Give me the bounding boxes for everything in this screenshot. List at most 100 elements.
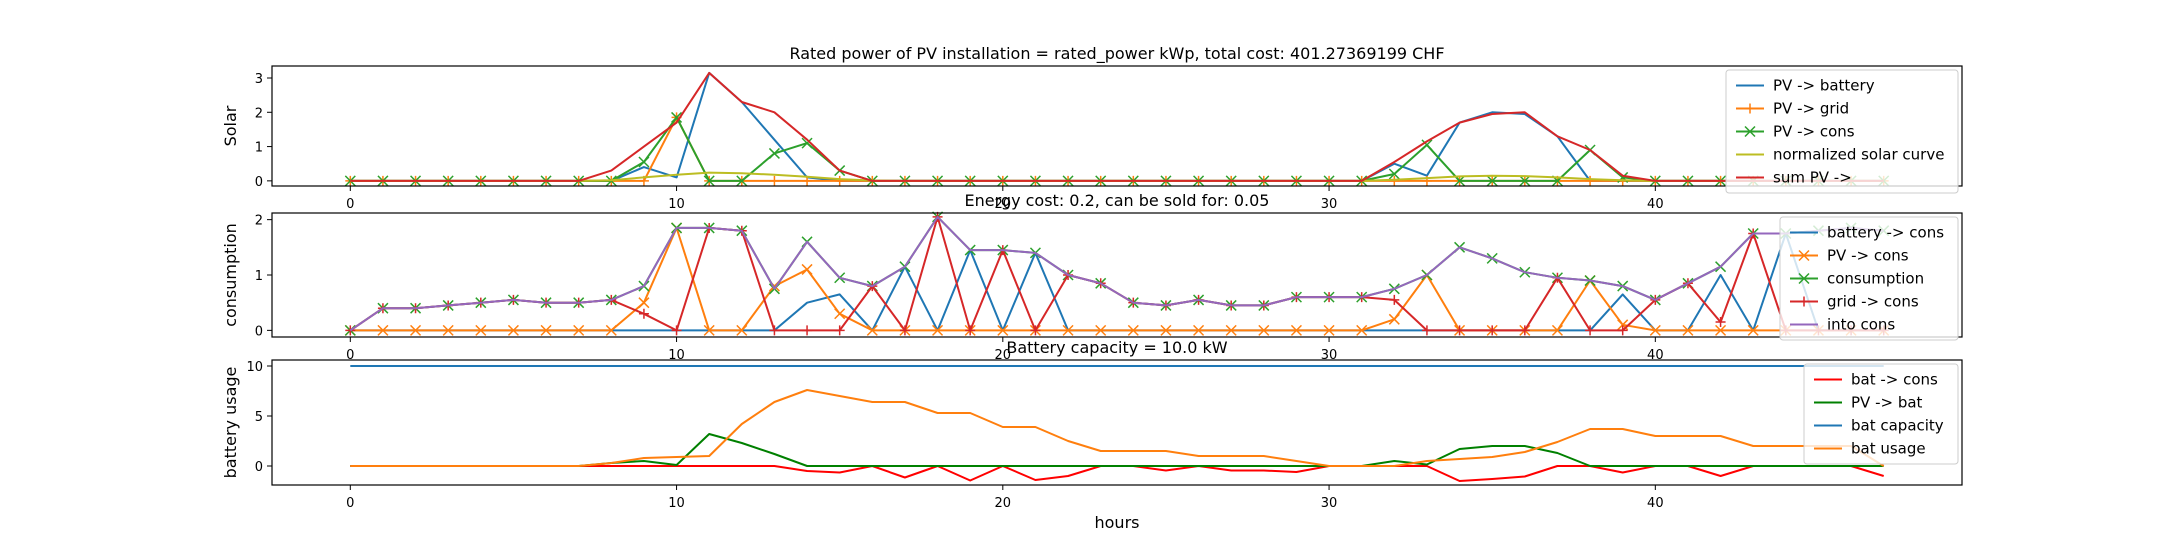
subplot-2: 0 10 20 30 40 0 1 2 Energy cost: 0.2, can be sol…: [221, 191, 1963, 363]
y-tick-label: 0: [255, 175, 263, 190]
data-point-2-4-19: [965, 325, 976, 336]
axes-frame-1: [271, 65, 1963, 187]
legend-marker-2-3: [1798, 272, 1810, 285]
y-tick-label: 2: [255, 106, 263, 121]
legend-label-2-1: battery -> cons: [1827, 224, 1944, 242]
data-point-2-2-15: [834, 308, 846, 320]
y-tick-label: 1: [255, 269, 263, 284]
y-tick-label: 10: [246, 360, 263, 375]
data-point-2-2-37: [1551, 324, 1563, 336]
data-point-2-2-29: [1290, 324, 1302, 336]
y-axis-label-3: battery usage: [221, 367, 240, 479]
legend-label-2-2: PV -> cons: [1827, 247, 1909, 265]
data-point-2-2-4: [475, 324, 487, 336]
data-point-2-2-43: [1747, 324, 1759, 336]
data-point-2-2-18: [932, 324, 944, 336]
legend-label-1-2: PV -> grid: [1773, 100, 1849, 118]
legend-marker-1-2: [1745, 103, 1755, 114]
x-tick-label: 0: [346, 197, 354, 212]
data-point-2-2-8: [605, 324, 617, 336]
data-point-2-4-36: [1519, 325, 1530, 336]
data-point-1-3-11: [703, 175, 715, 187]
subplot-title-3: Battery capacity = 10.0 kW: [1006, 338, 1227, 357]
data-point-2-2-23: [1095, 324, 1107, 336]
data-point-2-2-28: [1258, 324, 1270, 336]
data-point-1-3-13: [768, 147, 780, 159]
y-tick-label: 5: [255, 410, 263, 425]
data-point-1-3-9: [638, 156, 650, 168]
y-axis-label-2: consumption: [221, 223, 240, 327]
data-point-1-3-14: [801, 137, 813, 149]
legend-label-3-4: bat usage: [1851, 440, 1926, 458]
legend-label-1-5: sum PV ->: [1773, 169, 1852, 187]
legend-label-1-1: PV -> battery: [1773, 77, 1875, 95]
data-point-2-2-6: [540, 324, 552, 336]
data-point-1-3-36: [1519, 175, 1531, 187]
x-tick-label: 40: [1647, 348, 1664, 363]
legend-label-1-3: PV -> cons: [1773, 123, 1855, 141]
legend-marker-2-2: [1798, 249, 1810, 262]
x-tick-label: 0: [346, 496, 354, 511]
x-tick-label: 30: [1321, 348, 1338, 363]
x-tick-label: 10: [668, 496, 685, 511]
data-point-1-2-15: [834, 175, 845, 186]
legend-label-3-3: bat capacity: [1851, 417, 1944, 435]
x-tick-label: 30: [1321, 197, 1338, 212]
data-point-2-2-1: [377, 324, 389, 336]
y-tick-label: 3: [255, 72, 263, 87]
x-tick-label: 10: [668, 348, 685, 363]
y-axis-label-1: Solar: [221, 105, 240, 146]
legend-box-3: [1803, 363, 1959, 465]
x-axis-label: hours: [1095, 513, 1140, 532]
data-point-2-4-10: [671, 325, 682, 336]
data-point-2-2-41: [1682, 324, 1694, 336]
legend-1: PV -> battery PV -> grid PV -> cons normali…: [1725, 69, 1959, 194]
subplot-3: 0 10 20 30 40 0 5 10 Battery capacity = 10.0 kW b…: [221, 338, 1963, 532]
data-point-2-2-3: [442, 324, 454, 336]
legend-marker-2-4: [1799, 296, 1809, 307]
legend-3: bat -> cons PV -> bat bat capacity bat usag…: [1803, 363, 1959, 465]
x-tick-label: 10: [668, 197, 685, 212]
data-point-2-2-30: [1323, 324, 1335, 336]
data-point-2-2-40: [1649, 324, 1661, 336]
data-point-2-2-42: [1715, 324, 1727, 336]
x-tick-label: 30: [1321, 496, 1338, 511]
legend-2: battery -> cons PV -> cons consumption grid…: [1779, 216, 1959, 341]
data-point-1-3-33: [1421, 139, 1433, 151]
data-point-2-2-26: [1193, 324, 1205, 336]
data-point-1-2-13: [769, 175, 780, 186]
y-tick-label: 0: [255, 324, 263, 339]
data-point-2-4-34: [1454, 325, 1465, 336]
x-tick-label: 20: [995, 496, 1012, 511]
x-tick-label: 0: [346, 348, 354, 363]
data-point-2-2-12: [736, 324, 748, 336]
series-line-2-5: [349, 215, 1884, 332]
data-point-2-2-2: [410, 324, 422, 336]
data-point-2-2-22: [1062, 324, 1074, 336]
data-point-2-2-7: [573, 324, 585, 336]
data-point-1-3-10: [671, 111, 683, 123]
y-tick-label: 0: [255, 460, 263, 475]
legend-marker-1-3: [1744, 125, 1756, 138]
data-point-2-4-21: [1030, 325, 1041, 336]
subplot-1-series: [344, 71, 1890, 187]
subplot-2-series: [344, 211, 1890, 336]
x-tick-label: 40: [1647, 197, 1664, 212]
data-point-2-2-9: [638, 297, 650, 309]
data-point-1-2-38: [1585, 175, 1596, 186]
data-point-2-4-38: [1585, 325, 1596, 336]
data-point-2-2-16: [866, 324, 878, 336]
data-point-1-3-12: [736, 175, 748, 187]
x-tick-label: 20: [995, 197, 1012, 212]
x-tick-label: 40: [1647, 496, 1664, 511]
data-point-2-4-13: [769, 325, 780, 336]
legend-label-3-2: PV -> bat: [1851, 394, 1923, 412]
y-tick-label: 1: [255, 141, 263, 156]
data-point-1-3-35: [1486, 175, 1498, 187]
data-point-1-3-32: [1388, 168, 1400, 180]
legend-label-2-3: consumption: [1827, 270, 1924, 288]
data-point-2-4-35: [1487, 325, 1498, 336]
legend-label-1-4: normalized solar curve: [1773, 146, 1944, 164]
data-point-2-2-5: [507, 324, 519, 336]
